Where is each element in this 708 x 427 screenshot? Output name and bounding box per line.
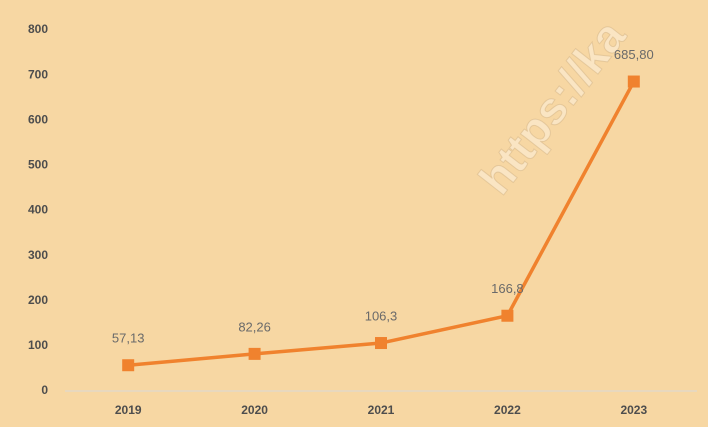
x-tick-label: 2022 bbox=[494, 403, 521, 417]
data-label: 685,80 bbox=[614, 47, 654, 62]
y-tick-label: 100 bbox=[28, 338, 48, 352]
y-tick-label: 400 bbox=[28, 203, 48, 217]
y-tick-label: 700 bbox=[28, 67, 48, 81]
data-label: 57,13 bbox=[112, 331, 145, 346]
data-label: 166,8 bbox=[491, 281, 524, 296]
marker bbox=[248, 347, 261, 360]
x-tick-label: 2020 bbox=[241, 403, 268, 417]
watermark: https://ka bbox=[468, 10, 635, 203]
data-label: 82,26 bbox=[238, 319, 271, 334]
x-tick-label: 2019 bbox=[115, 403, 142, 417]
data-label: 106,3 bbox=[365, 308, 398, 323]
y-tick-label: 500 bbox=[28, 158, 48, 172]
y-tick-label: 300 bbox=[28, 248, 48, 262]
y-tick-label: 800 bbox=[28, 22, 48, 36]
y-tick-label: 0 bbox=[41, 383, 48, 397]
x-tick-label: 2021 bbox=[368, 403, 395, 417]
marker bbox=[627, 75, 640, 88]
y-tick-label: 200 bbox=[28, 293, 48, 307]
x-tick-label: 2023 bbox=[620, 403, 647, 417]
marker bbox=[122, 359, 135, 372]
marker bbox=[501, 309, 514, 322]
marker bbox=[375, 337, 387, 350]
y-tick-label: 600 bbox=[28, 112, 48, 126]
